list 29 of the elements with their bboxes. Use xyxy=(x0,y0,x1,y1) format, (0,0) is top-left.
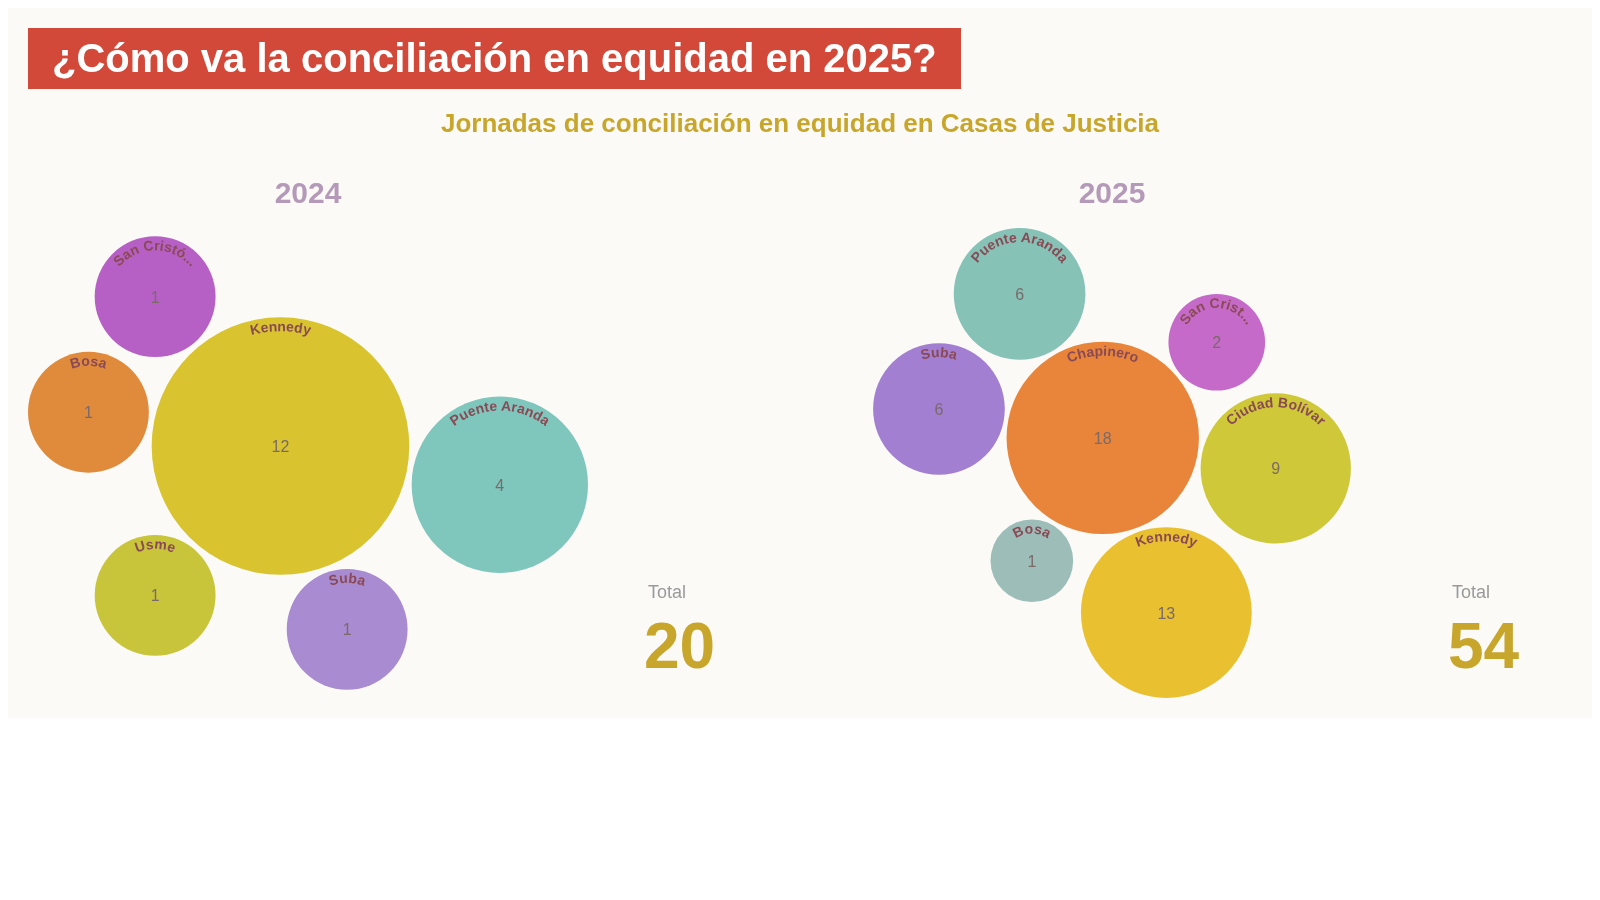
data-label: 1 xyxy=(342,621,352,639)
data-label: 12 xyxy=(271,438,290,456)
category-label: Suba xyxy=(326,569,368,589)
text: 2024 xyxy=(274,176,342,209)
category-label: Usme xyxy=(132,535,179,556)
category-label: Kennedy xyxy=(1133,528,1200,551)
data-label: 6 xyxy=(934,401,944,419)
data-label: 1 xyxy=(1027,552,1037,570)
data-label: 6 xyxy=(1015,285,1025,303)
text: Total xyxy=(648,582,687,602)
data-label: 1 xyxy=(83,404,93,422)
category-label: Bosa xyxy=(68,352,110,372)
data-label: 9 xyxy=(1271,460,1281,478)
category-label: Bosa xyxy=(1010,520,1055,542)
data-label: 2 xyxy=(1212,334,1222,352)
text: 20 xyxy=(644,610,716,682)
text: Jornadas de conciliación en equidad en Casas de Justicia xyxy=(439,108,1161,139)
data-label: 1 xyxy=(150,587,160,605)
data-label: 1 xyxy=(150,288,160,306)
title-banner: ¿Cómo va la conciliación en equidad en 2025? xyxy=(28,28,961,89)
text: Total xyxy=(1452,582,1491,602)
data-label: 4 xyxy=(495,476,505,494)
category-label: Kennedy xyxy=(248,318,313,338)
category-label: Chapinero xyxy=(1064,342,1142,366)
data-label: 13 xyxy=(1157,604,1176,622)
data-label: 18 xyxy=(1093,429,1112,447)
text: 2025 xyxy=(1078,176,1146,209)
text: 54 xyxy=(1448,610,1520,682)
category-label: Suba xyxy=(919,344,960,363)
